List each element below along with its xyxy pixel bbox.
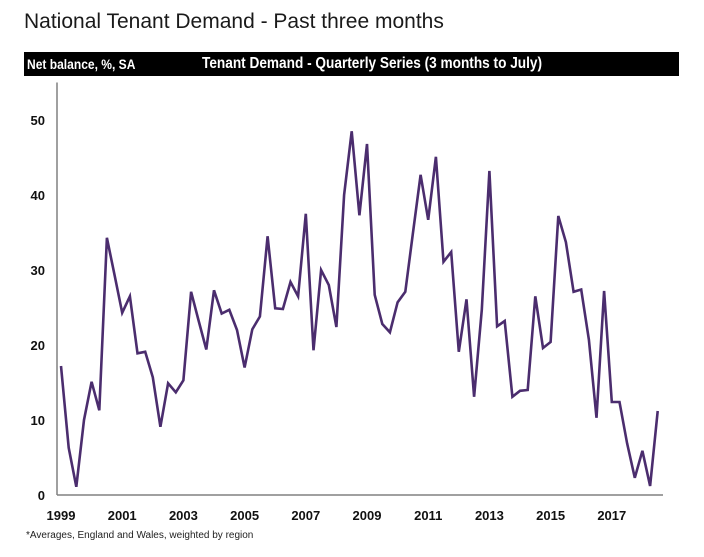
x-tick-label: 1999 (47, 508, 76, 523)
series-line-tenant-demand (59, 131, 659, 488)
x-tick-label: 2011 (414, 508, 442, 523)
y-tick-label: 20 (31, 338, 45, 353)
x-tick-label: 2009 (353, 508, 382, 523)
x-tick-label: 2017 (597, 508, 626, 523)
y-axis-ticks: 0 10 20 30 40 50 (31, 113, 45, 503)
series-group (59, 131, 659, 488)
x-axis-ticks: 1999 2001 2003 2005 2007 2009 2011 2013 2015 2017 (47, 508, 627, 523)
footnote: *Averages, England and Wales, weighted b… (26, 530, 254, 541)
y-axis-unit-label: Net balance, %, SA (27, 56, 136, 72)
y-tick-label: 30 (31, 263, 45, 278)
x-tick-label: 2001 (108, 508, 137, 523)
x-tick-label: 2013 (475, 508, 504, 523)
y-tick-label: 40 (31, 188, 45, 203)
x-tick-label: 2003 (169, 508, 198, 523)
chart-header-bar: Net balance, %, SA Tenant Demand - Quart… (24, 52, 679, 76)
y-tick-label: 50 (31, 113, 45, 128)
x-tick-label: 2005 (230, 508, 259, 523)
chart-title: Tenant Demand - Quarterly Series (3 mont… (202, 55, 543, 72)
y-tick-label: 10 (31, 413, 45, 428)
x-tick-label: 2015 (536, 508, 565, 523)
x-tick-label: 2007 (291, 508, 320, 523)
page-title: National Tenant Demand - Past three mont… (24, 10, 444, 33)
y-tick-label: 0 (38, 488, 45, 503)
